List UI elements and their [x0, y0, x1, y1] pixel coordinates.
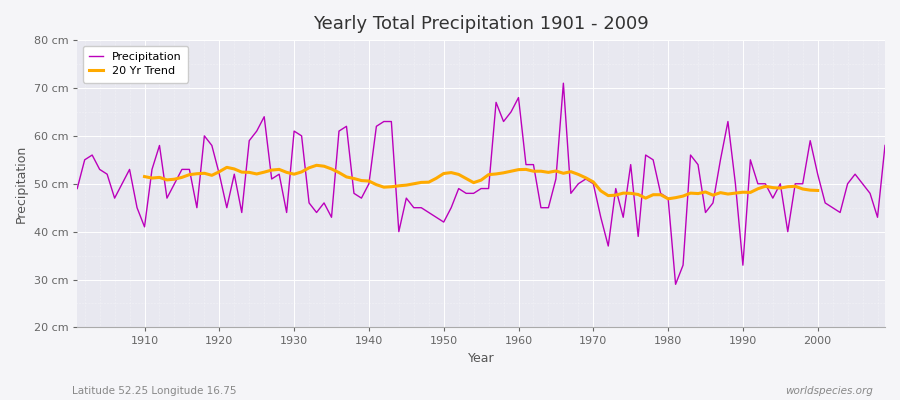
Precipitation: [513, 95, 524, 100]
Precipitation: [879, 143, 890, 148]
Precipitation: [341, 124, 352, 129]
20 Yr Trend: [813, 188, 824, 193]
Legend: Precipitation, 20 Yr Trend: Precipitation, 20 Yr Trend: [83, 46, 188, 82]
Precipitation: [72, 186, 83, 191]
Precipitation: [131, 205, 142, 210]
Line: Precipitation: Precipitation: [77, 83, 885, 284]
Precipitation: [506, 110, 517, 114]
20 Yr Trend: [805, 188, 815, 192]
20 Yr Trend: [723, 192, 734, 196]
Precipitation: [296, 134, 307, 138]
20 Yr Trend: [311, 163, 322, 168]
20 Yr Trend: [140, 174, 150, 179]
20 Yr Trend: [221, 165, 232, 170]
20 Yr Trend: [296, 170, 307, 174]
20 Yr Trend: [536, 169, 546, 174]
Y-axis label: Precipitation: Precipitation: [15, 145, 28, 223]
Text: Latitude 52.25 Longitude 16.75: Latitude 52.25 Longitude 16.75: [72, 386, 237, 396]
Precipitation: [558, 81, 569, 86]
Precipitation: [670, 282, 681, 287]
Line: 20 Yr Trend: 20 Yr Trend: [145, 165, 818, 199]
X-axis label: Year: Year: [468, 352, 494, 365]
Text: worldspecies.org: worldspecies.org: [785, 386, 873, 396]
Precipitation: [610, 186, 621, 191]
20 Yr Trend: [662, 196, 673, 201]
Title: Yearly Total Precipitation 1901 - 2009: Yearly Total Precipitation 1901 - 2009: [313, 15, 649, 33]
20 Yr Trend: [319, 164, 329, 169]
